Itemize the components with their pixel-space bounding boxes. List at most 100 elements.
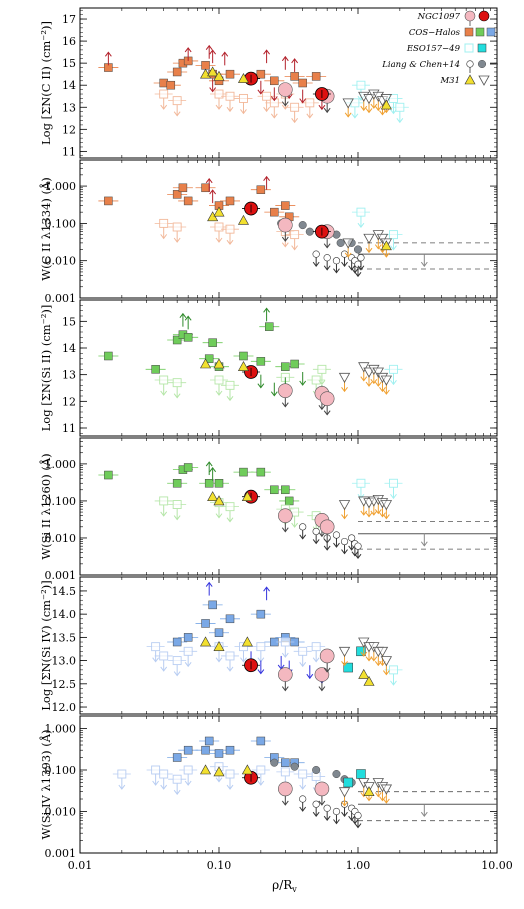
y-tick-label: 16 <box>62 35 76 48</box>
data-point <box>241 636 253 647</box>
data-point <box>351 207 370 228</box>
data-point <box>338 500 351 520</box>
legend-label: NGC1097 <box>417 12 461 22</box>
data-point <box>384 665 403 686</box>
ngc-symbols-icon <box>464 10 490 26</box>
data-point <box>312 800 320 818</box>
data-point <box>172 183 193 193</box>
data-point <box>209 189 217 204</box>
y-tick-label: 0.001 <box>45 847 77 860</box>
data-point <box>210 375 228 396</box>
y-tick-label: 0.010 <box>45 805 77 818</box>
data-point <box>167 67 188 77</box>
data-point <box>357 254 365 271</box>
x-axis-label-subscript: v <box>291 885 297 894</box>
data-point <box>209 628 229 637</box>
legend-label: Liang & Chen+14 <box>381 60 460 70</box>
data-point <box>312 765 321 774</box>
data-point <box>154 89 173 110</box>
data-marks <box>112 736 393 829</box>
data-point <box>276 637 295 658</box>
axis-ticks <box>79 437 498 576</box>
panel-frame <box>79 7 498 159</box>
data-marks <box>98 175 403 278</box>
m31-triangles-icon <box>464 74 490 86</box>
data-point <box>323 254 331 271</box>
data-point <box>179 312 187 327</box>
panel-siii-column: 11 12 13 14 15 Log [ΣN(Si II) (cm⁻²)] <box>39 299 498 437</box>
axis-ticks <box>79 8 498 158</box>
data-point <box>380 375 393 395</box>
y-tick-label: 0.100 <box>45 495 77 508</box>
data-point <box>340 537 349 555</box>
data-point <box>234 642 253 663</box>
data-point <box>220 614 241 624</box>
data-point <box>380 784 393 804</box>
y-tick-label: 11 <box>62 422 76 435</box>
data-point <box>299 523 307 540</box>
data-point <box>306 665 314 680</box>
data-point <box>167 479 188 488</box>
data-point <box>277 655 285 670</box>
reference-arrow <box>420 533 428 547</box>
legend-label: M31 <box>439 76 460 86</box>
data-point <box>234 93 253 115</box>
data-point <box>264 76 285 86</box>
cos-halos-squares-icon <box>464 27 496 37</box>
data-point <box>342 238 354 258</box>
data-point <box>154 496 173 517</box>
data-point <box>312 87 331 101</box>
data-point <box>237 214 249 225</box>
data-point <box>154 769 173 790</box>
data-point <box>237 361 249 371</box>
y-tick-label: 14 <box>62 79 76 92</box>
data-point <box>167 753 188 762</box>
data-marks <box>98 461 403 560</box>
x-axis-label: ρ/Rv <box>272 878 297 894</box>
data-point <box>336 238 345 247</box>
data-point <box>213 495 225 506</box>
data-point <box>167 637 188 647</box>
y-tick-label: 15 <box>62 57 76 70</box>
y-tick-label: 13.5 <box>52 631 77 644</box>
y-tick-label: 12 <box>62 123 76 136</box>
data-point <box>220 69 241 79</box>
data-point <box>233 467 254 477</box>
data-point <box>358 362 370 382</box>
data-point <box>299 372 307 386</box>
data-point <box>202 600 223 610</box>
data-point <box>184 315 192 330</box>
data-point <box>207 66 219 77</box>
y-tick-label: 0.010 <box>45 532 77 545</box>
data-point <box>160 80 181 90</box>
data-point <box>293 646 312 668</box>
x-tick-label: 0.10 <box>207 859 232 872</box>
data-point <box>221 651 240 672</box>
data-point <box>319 648 335 673</box>
data-marks <box>98 44 409 124</box>
x-tick-label: 1.00 <box>346 859 371 872</box>
y-tick-label: 13 <box>62 101 76 114</box>
data-point <box>291 58 299 72</box>
data-point <box>213 641 225 651</box>
y-tick-label: 0.001 <box>45 292 77 305</box>
data-point <box>199 736 220 746</box>
data-point <box>285 230 304 251</box>
data-marks <box>146 581 403 692</box>
data-point <box>205 581 213 596</box>
data-point <box>270 87 278 102</box>
data-point <box>209 479 229 488</box>
data-point <box>112 769 131 790</box>
y-axis-label: W(C II λ1334) (Å) <box>39 177 53 280</box>
data-point <box>178 633 199 642</box>
data-point <box>363 94 375 114</box>
data-point <box>319 519 335 544</box>
data-point <box>168 222 187 243</box>
data-point <box>241 764 253 775</box>
y-tick-label: 13.0 <box>52 655 77 668</box>
data-point <box>275 201 296 210</box>
data-point <box>278 217 293 242</box>
y-tick-label: 12.5 <box>52 678 77 691</box>
